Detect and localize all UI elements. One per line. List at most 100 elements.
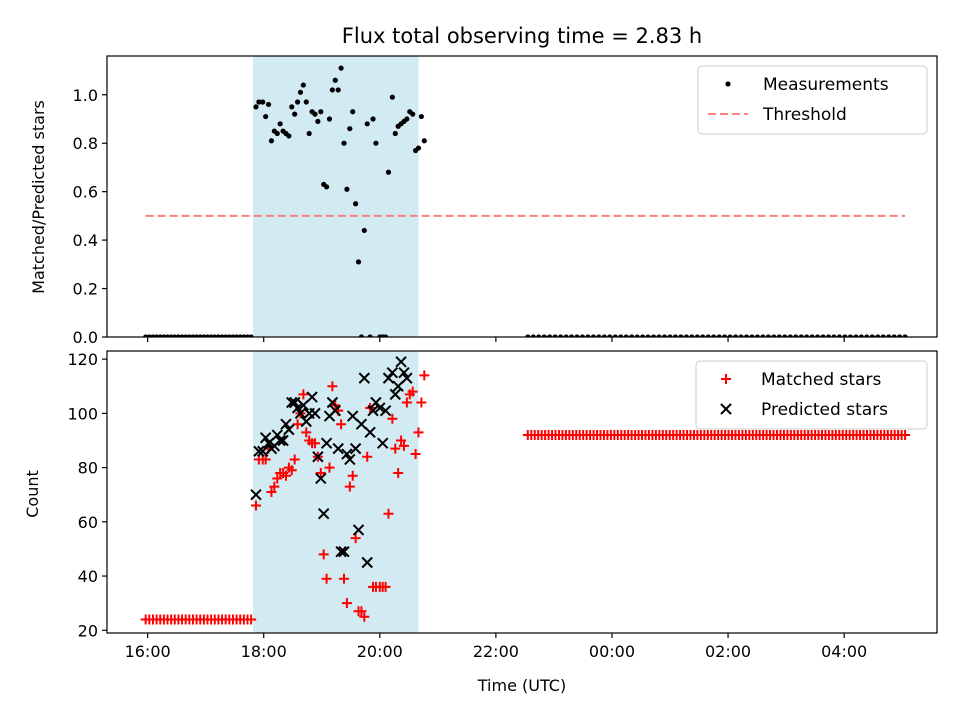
measurement-point xyxy=(683,334,689,337)
measurement-point xyxy=(263,113,269,120)
matched-point xyxy=(250,500,261,511)
measurement-point xyxy=(869,334,875,337)
x-tick-label: 18:00 xyxy=(241,642,287,661)
measurement-point xyxy=(344,186,350,192)
predicted-point xyxy=(376,437,389,449)
matched-point xyxy=(387,413,398,424)
measurement-point xyxy=(370,116,376,122)
measurement-point xyxy=(820,334,826,337)
y-tick-label: 100 xyxy=(67,404,98,423)
measurement-point xyxy=(355,259,362,265)
measurement-point xyxy=(361,227,367,234)
measurement-point xyxy=(640,334,646,337)
predicted-point xyxy=(297,399,310,411)
measurement-point xyxy=(787,334,793,337)
predicted-point xyxy=(329,404,342,417)
x-tick-label: 00:00 xyxy=(589,642,635,661)
measurement-point xyxy=(743,334,750,337)
measurement-point xyxy=(782,334,788,337)
axes-frame xyxy=(106,350,938,634)
predicted-point xyxy=(358,372,371,384)
matched-point xyxy=(286,465,297,476)
measurement-point xyxy=(891,334,897,337)
matched-point xyxy=(401,397,412,408)
top-y-axis-label: Matched/Predicted stars xyxy=(29,100,48,294)
measurement-point xyxy=(558,334,564,337)
legend: Measurements Threshold xyxy=(697,65,928,135)
measurement-point xyxy=(421,138,427,144)
y-tick-label: 0.2 xyxy=(73,280,98,299)
plot-area xyxy=(143,56,908,337)
measurement-point xyxy=(253,104,259,110)
y-tick-label: 20 xyxy=(78,621,98,640)
predicted-point xyxy=(370,396,382,409)
measurement-point xyxy=(689,334,695,337)
predicted-point xyxy=(253,445,265,458)
matched-point xyxy=(321,573,332,584)
measurement-point xyxy=(601,334,607,337)
predicted-point xyxy=(364,426,376,439)
measurement-point xyxy=(738,334,744,337)
measurement-point xyxy=(765,334,771,337)
matched-point xyxy=(280,470,291,481)
observing-window-shade xyxy=(253,56,419,337)
measurement-point xyxy=(274,130,280,137)
matched-point xyxy=(341,598,352,609)
measurement-point xyxy=(749,334,755,337)
predicted-point xyxy=(395,356,407,368)
matched-point xyxy=(413,427,424,438)
measurement-point xyxy=(341,140,347,146)
predicted-point xyxy=(374,402,386,414)
predicted-point xyxy=(306,391,318,403)
measurement-point xyxy=(650,334,657,337)
predicted-point xyxy=(309,407,321,420)
measurement-point xyxy=(847,334,853,337)
legend-matched-swatch xyxy=(721,374,731,384)
measurement-point xyxy=(672,334,679,337)
measurement-point xyxy=(312,111,318,117)
predicted-point xyxy=(288,396,301,409)
measurement-point xyxy=(292,111,298,117)
predicted-point xyxy=(315,472,327,485)
measurement-point xyxy=(711,334,717,337)
matched-point xyxy=(419,370,430,381)
matched-point xyxy=(289,454,300,465)
measurement-point xyxy=(825,334,832,337)
measurement-point xyxy=(612,334,618,337)
predicted-point xyxy=(379,404,392,417)
predicted-point xyxy=(398,366,410,379)
chart-title: Flux total observing time = 2.83 h xyxy=(342,24,702,48)
measurement-point xyxy=(277,121,283,127)
measurement-point xyxy=(897,334,903,337)
measurement-point xyxy=(326,116,333,122)
predicted-point xyxy=(291,402,304,414)
measurement-point xyxy=(383,334,389,337)
predicted-point xyxy=(401,372,413,384)
predicted-point xyxy=(283,423,295,436)
predicted-point xyxy=(389,388,401,401)
predicted-point xyxy=(300,415,312,428)
measurement-point xyxy=(332,77,338,83)
predicted-point xyxy=(294,407,307,420)
measurement-point xyxy=(809,334,815,337)
predicted-point xyxy=(257,445,269,458)
predicted-point xyxy=(352,524,365,536)
measurement-point xyxy=(678,334,684,337)
measurement-point xyxy=(404,116,410,122)
measurement-point xyxy=(776,334,782,337)
matched-point xyxy=(292,419,303,430)
measurement-point xyxy=(727,334,733,337)
matched-point xyxy=(398,440,409,451)
measurement-point xyxy=(318,109,324,115)
y-tick-label: 80 xyxy=(78,459,98,478)
measurement-point xyxy=(350,109,356,115)
measurement-point xyxy=(329,87,335,93)
plot-area xyxy=(140,351,911,633)
measurement-point xyxy=(568,334,575,337)
legend: Matched stars Predicted stars xyxy=(695,360,928,430)
measurement-point xyxy=(634,334,640,337)
predicted-point xyxy=(274,434,286,447)
measurement-point xyxy=(864,334,870,337)
x-tick-label: 20:00 xyxy=(357,642,403,661)
